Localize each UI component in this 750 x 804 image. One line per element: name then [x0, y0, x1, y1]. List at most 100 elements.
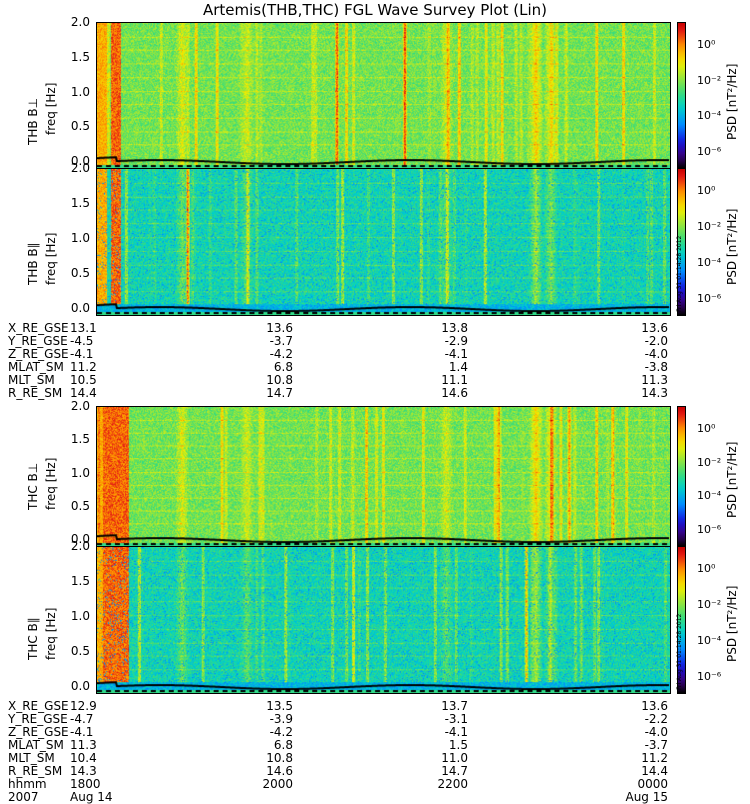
ephemeris-label: Z_RE_GSE [8, 347, 69, 361]
ytick-label: 0.0 [70, 154, 90, 168]
colorbar-unit-thb-bperp: PSD [nT²/Hz] [725, 63, 739, 140]
spectrogram-thc-bpar [96, 546, 671, 694]
timestamp-thb: Fri Aug 31 01:14:28 2012 [676, 235, 683, 312]
ephemeris-label: MLT_SM [8, 373, 55, 387]
ytick-label: 1.5 [70, 196, 90, 210]
ephemeris-value: -4.5 [70, 334, 94, 348]
ephemeris-value: Aug 14 [70, 790, 113, 804]
ephemeris-value: 1.5 [448, 738, 468, 752]
spectrogram-thb-bperp [96, 22, 671, 169]
ytick-label: 1.0 [70, 609, 90, 623]
colorbar-unit-thc-bperp: PSD [nT²/Hz] [725, 441, 739, 518]
ytick-label: 1.5 [70, 49, 90, 64]
ephemeris-value: -2.0 [644, 334, 668, 348]
ephemeris-value: 11.2 [641, 751, 668, 765]
ephemeris-value: 14.3 [641, 386, 668, 400]
ephemeris-value: -3.8 [644, 360, 668, 374]
ephemeris-value: -4.0 [644, 725, 668, 739]
ytick-label: 0.5 [70, 266, 90, 280]
ephemeris-value: -3.7 [644, 738, 668, 752]
ephemeris-value: 13.8 [441, 321, 468, 335]
ephemeris-label: Y_RE_GSE [8, 712, 68, 726]
ytick-label: 0.5 [70, 644, 90, 658]
ephemeris-value: 11.3 [641, 373, 668, 387]
ytick-label: 0.0 [70, 532, 90, 546]
ephemeris-value: 13.6 [641, 699, 668, 713]
ytick-label: 1.5 [70, 574, 90, 588]
ephemeris-value: 13.5 [266, 699, 293, 713]
ytick-label: 1.0 [70, 465, 90, 480]
ytick-label: 1.5 [70, 432, 90, 447]
colorbar-tick-label: 10⁻² [697, 455, 722, 469]
ephemeris-value: 6.8 [273, 738, 293, 752]
ytick-label: 2.0 [70, 15, 90, 29]
ephemeris-value: -4.1 [444, 347, 468, 361]
colorbar-thc-bpar [677, 546, 686, 694]
ephemeris-value: 11.3 [70, 738, 97, 752]
ephemeris-value: -3.9 [269, 712, 293, 726]
timestamp-thc: Fri Aug 31 01:14:28 2012 [676, 613, 683, 690]
ephemeris-label: X_RE_GSE [8, 321, 69, 335]
ephemeris-thc: X_RE_GSE 12.9 13.5 13.7 13.6 Y_RE_GSE -4.7 -3.9… [8, 699, 668, 804]
ephemeris-value: -4.2 [269, 725, 293, 739]
ephemeris-value: 13.6 [641, 321, 668, 335]
ephemeris-value: 2000 [262, 777, 293, 791]
ephemeris-value: 13.6 [266, 321, 293, 335]
colorbar-tick-label: 10⁻⁴ [697, 489, 722, 503]
spectrogram-thc-bperp [96, 406, 671, 547]
ephemeris-label: R_RE_SM [8, 764, 63, 778]
ephemeris-value: 10.8 [266, 751, 293, 765]
ephemeris-value: -3.7 [269, 334, 293, 348]
ephemeris-value: -4.2 [269, 347, 293, 361]
ytick-label: 2.0 [70, 399, 90, 413]
ephemeris-value: Aug 15 [625, 790, 668, 804]
ephemeris-value: -2.2 [644, 712, 668, 726]
ephemeris-value: -4.1 [70, 347, 94, 361]
ephemeris-value: 13.7 [441, 699, 468, 713]
colorbar-thc-bperp [677, 406, 686, 547]
colorbar-thb-bperp [677, 22, 686, 169]
colorbar-tick-label: 10⁻⁶ [697, 523, 722, 536]
ephemeris-value: 10.4 [70, 751, 97, 765]
ephemeris-value: -4.7 [70, 712, 94, 726]
colorbar-tick-label: 10⁻² [697, 220, 722, 233]
ephemeris-value: 14.7 [441, 764, 468, 778]
ephemeris-value: 11.0 [441, 751, 468, 765]
ephemeris-value: 0000 [637, 777, 668, 791]
ylabel-thb-bperp-probe: THB B⊥ [26, 97, 40, 145]
ephemeris-value: -3.1 [444, 712, 468, 726]
colorbar-tick-label: 10⁰ [697, 38, 716, 51]
ylabel-thb-bpar-probe: THB B∥ [26, 242, 40, 285]
ytick-label: 2.0 [70, 161, 90, 175]
ephemeris-value: 13.1 [70, 321, 97, 335]
colorbar-tick-label: 10⁻⁴ [697, 634, 722, 647]
colorbar-tick-label: 10⁻⁴ [697, 256, 722, 269]
ephemeris-value: 1800 [70, 777, 101, 791]
ephemeris-value: -4.0 [644, 347, 668, 361]
colorbar-unit-thc-bpar: PSD [nT²/Hz] [725, 585, 739, 662]
ephemeris-value: 14.6 [441, 386, 468, 400]
ephemeris-value: -4.1 [444, 725, 468, 739]
ylabel-thc-bpar-probe: THC B∥ [26, 617, 40, 660]
ephemeris-value: -2.9 [444, 334, 468, 348]
ephemeris-value: -4.1 [70, 725, 94, 739]
colorbar-tick-label: 10⁰ [697, 184, 716, 197]
colorbar-tick-label: 10⁻⁶ [697, 292, 722, 305]
colorbar-tick-label: 10⁰ [697, 562, 716, 575]
ephemeris-thb: X_RE_GSE 13.1 13.6 13.8 13.6 Y_RE_GSE -4.5 -3.7… [8, 322, 668, 402]
chart-title: Artemis(THB,THC) FGL Wave Survey Plot (L… [202, 1, 548, 19]
ephemeris-label: Z_RE_GSE [8, 725, 69, 739]
ephemeris-value: 1.4 [448, 360, 468, 374]
colorbar-tick-label: 10⁻² [697, 73, 722, 87]
ephemeris-value: 6.8 [273, 360, 293, 374]
ephemeris-label: X_RE_GSE [8, 699, 69, 713]
ephemeris-value: 10.5 [70, 373, 97, 387]
ytick-label: 0.0 [70, 679, 90, 693]
spectrogram-thb-bpar [96, 168, 671, 316]
colorbar-tick-label: 10⁻² [697, 598, 722, 611]
ephemeris-label: hhmm [8, 777, 47, 791]
ephemeris-label: MLAT_SM [8, 360, 64, 374]
ytick-label: 0.5 [70, 498, 90, 513]
colorbar-tick-label: 10⁻⁴ [697, 109, 722, 123]
ephemeris-value: 14.4 [641, 764, 668, 778]
